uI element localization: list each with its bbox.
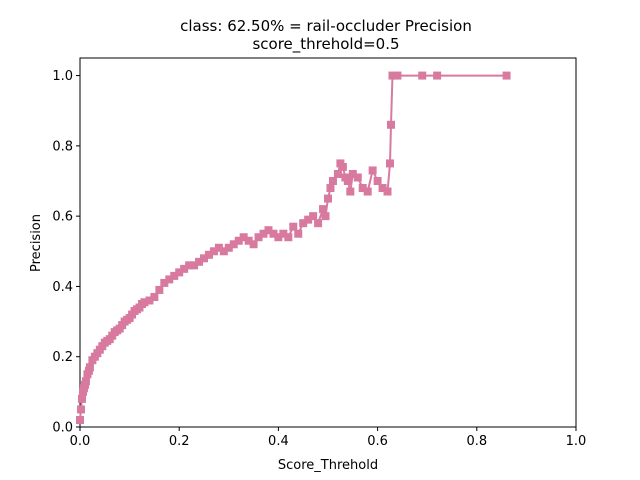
y-axis-ticks: 0.0 0.2 0.4 0.6 0.8 1.0 bbox=[52, 69, 80, 436]
data-point bbox=[150, 292, 159, 301]
data-point bbox=[224, 243, 233, 252]
data-point bbox=[249, 240, 258, 249]
chart-title: class: 62.50% = rail-occluder Precision bbox=[180, 17, 472, 35]
y-tick-label: 0.4 bbox=[52, 280, 73, 295]
data-point bbox=[388, 71, 397, 80]
x-tick-label: 0.8 bbox=[466, 434, 487, 449]
data-point bbox=[274, 233, 283, 242]
data-point bbox=[140, 298, 149, 307]
data-point bbox=[326, 184, 335, 193]
data-point bbox=[502, 71, 511, 80]
data-point bbox=[234, 236, 243, 245]
data-point bbox=[185, 261, 194, 270]
x-tick-label: 1.0 bbox=[566, 434, 587, 449]
data-point bbox=[321, 212, 330, 221]
data-point bbox=[373, 177, 382, 185]
data-point bbox=[378, 184, 387, 193]
data-point bbox=[239, 233, 248, 242]
series-line bbox=[79, 74, 507, 421]
data-point bbox=[368, 166, 377, 175]
data-point bbox=[190, 261, 199, 270]
data-point bbox=[386, 120, 395, 129]
data-point bbox=[264, 226, 273, 235]
data-point bbox=[314, 219, 323, 228]
data-point bbox=[386, 159, 394, 168]
y-tick-label: 0.6 bbox=[52, 210, 73, 225]
data-point bbox=[259, 229, 268, 238]
y-tick-label: 0.8 bbox=[52, 139, 73, 154]
data-point bbox=[279, 229, 288, 238]
data-point bbox=[76, 415, 84, 424]
data-point bbox=[319, 205, 328, 214]
data-point bbox=[299, 219, 308, 228]
x-tick-label: 0.6 bbox=[367, 434, 388, 449]
data-point bbox=[269, 229, 278, 238]
data-point bbox=[418, 71, 427, 80]
data-point bbox=[145, 296, 154, 305]
data-point bbox=[358, 184, 367, 193]
plot-frame bbox=[79, 57, 577, 428]
data-point bbox=[77, 394, 86, 403]
y-tick-label: 0.0 bbox=[52, 421, 73, 436]
data-point bbox=[155, 285, 164, 294]
x-tick-label: 0.0 bbox=[70, 434, 91, 449]
data-point bbox=[175, 268, 184, 277]
chart-subtitle: score_threhold=0.5 bbox=[252, 35, 399, 54]
data-point bbox=[85, 363, 94, 372]
data-point bbox=[309, 212, 318, 221]
series-layer bbox=[76, 71, 511, 424]
data-point bbox=[160, 278, 169, 287]
y-tick-label: 1.0 bbox=[52, 69, 73, 84]
data-point bbox=[244, 236, 253, 245]
data-point bbox=[209, 247, 218, 256]
data-point bbox=[204, 250, 213, 259]
data-point bbox=[333, 169, 342, 178]
data-point bbox=[294, 229, 303, 238]
data-point bbox=[433, 71, 442, 80]
data-point bbox=[304, 215, 313, 224]
x-tick-label: 0.4 bbox=[268, 434, 289, 449]
data-point bbox=[324, 194, 332, 203]
data-point bbox=[289, 222, 298, 231]
data-point bbox=[353, 173, 362, 182]
data-point bbox=[229, 240, 238, 249]
y-tick-label: 0.2 bbox=[52, 350, 73, 365]
data-point bbox=[393, 71, 402, 80]
data-point bbox=[165, 275, 174, 284]
data-point bbox=[170, 271, 179, 280]
y-axis-label: Precision bbox=[29, 214, 44, 272]
data-point bbox=[383, 187, 392, 196]
data-point bbox=[338, 162, 347, 171]
data-point bbox=[348, 169, 357, 178]
data-point bbox=[195, 257, 204, 266]
data-point bbox=[219, 247, 228, 256]
data-point bbox=[343, 177, 352, 185]
data-point bbox=[81, 377, 90, 386]
x-tick-label: 0.2 bbox=[169, 434, 190, 449]
data-point bbox=[284, 233, 293, 242]
x-axis-ticks: 0.0 0.2 0.4 0.6 0.8 1.0 bbox=[70, 427, 587, 449]
data-point bbox=[346, 187, 355, 196]
x-axis-label: Score_Threhold bbox=[278, 458, 378, 473]
data-point bbox=[254, 233, 263, 242]
data-point bbox=[76, 405, 85, 414]
data-point bbox=[328, 177, 337, 185]
data-point bbox=[200, 254, 208, 263]
data-point bbox=[363, 187, 372, 196]
data-point bbox=[214, 243, 223, 252]
data-point bbox=[180, 264, 189, 273]
